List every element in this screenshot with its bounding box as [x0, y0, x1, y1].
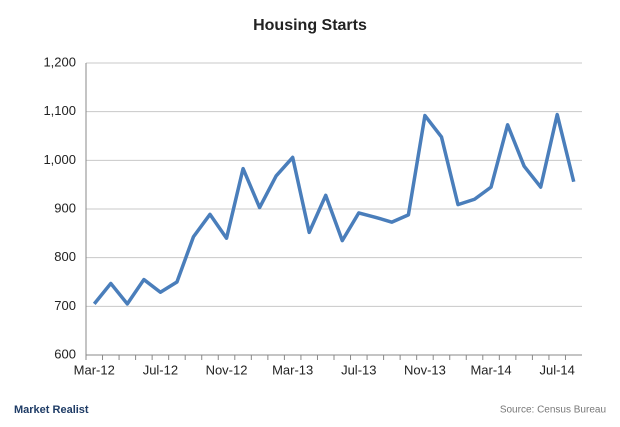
source: Source: Census Bureau [500, 405, 606, 416]
y-tick-label: 1,100 [43, 103, 76, 118]
x-tick-label: Mar-13 [272, 362, 313, 377]
chart-title: Housing Starts [253, 17, 367, 34]
x-tick-label: Jul-12 [143, 362, 178, 377]
x-tick-label: Nov-12 [206, 362, 248, 377]
x-tick-label: Mar-14 [470, 362, 511, 377]
x-tick-label: Jul-14 [539, 362, 574, 377]
data-line [92, 112, 576, 306]
y-tick-label: 900 [54, 200, 76, 215]
x-tick-label: Nov-13 [404, 362, 446, 377]
y-tick-label: 800 [54, 249, 76, 264]
brand: Market Realist [14, 404, 89, 416]
x-tick-label: Jul-13 [341, 362, 376, 377]
x-tick-label: Mar-12 [74, 362, 115, 377]
y-tick-label: 700 [54, 298, 76, 313]
y-tick-label: 1,200 [43, 54, 76, 69]
y-tick-label: 600 [54, 346, 76, 361]
y-tick-label: 1,000 [43, 152, 76, 167]
